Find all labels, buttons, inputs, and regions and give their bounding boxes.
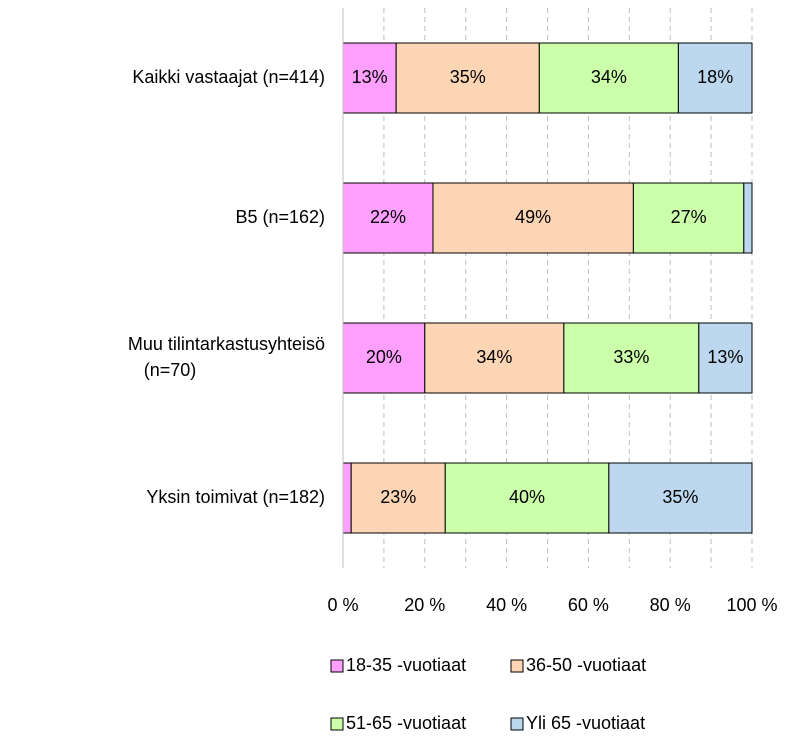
data-label: 40% <box>509 487 545 507</box>
x-tick-label: 100 % <box>726 595 777 615</box>
x-tick-label: 40 % <box>486 595 527 615</box>
category-label: B5 (n=162) <box>235 207 325 227</box>
bar-segment <box>698 322 753 394</box>
bar-segment <box>563 322 700 394</box>
bar-segment <box>342 462 352 534</box>
data-label: 49% <box>515 207 551 227</box>
legend-swatch <box>330 659 344 673</box>
data-label: 20% <box>366 347 402 367</box>
category-label: Kaikki vastaajat (n=414) <box>132 67 325 87</box>
bar-segment <box>342 182 434 254</box>
category-label: Muu tilintarkastusyhteisö (n=70) <box>128 334 325 380</box>
data-label: 22% <box>370 207 406 227</box>
legend-swatch <box>510 659 524 673</box>
data-label: 34% <box>476 347 512 367</box>
legend-label: 51-65 -vuotiaat <box>346 713 466 733</box>
bar-segment <box>677 42 753 114</box>
data-label: 35% <box>450 67 486 87</box>
data-label: 13% <box>352 67 388 87</box>
legend-label: 18-35 -vuotiaat <box>346 655 466 675</box>
x-tick-label: 20 % <box>404 595 445 615</box>
bar-segment <box>342 322 426 394</box>
legend-swatch <box>330 717 344 731</box>
bar-segment <box>538 42 679 114</box>
bar-segment <box>395 42 540 114</box>
legend-swatch <box>510 717 524 731</box>
data-label: 23% <box>380 487 416 507</box>
x-tick-label: 0 % <box>327 595 358 615</box>
data-label: 34% <box>591 67 627 87</box>
data-label: 35% <box>662 487 698 507</box>
data-label: 18% <box>697 67 733 87</box>
data-label: 33% <box>613 347 649 367</box>
bar-segment <box>743 182 753 254</box>
x-tick-label: 80 % <box>650 595 691 615</box>
bar-segment <box>432 182 634 254</box>
category-label: Yksin toimivat (n=182) <box>146 487 325 507</box>
legend-label: Yli 65 -vuotiaat <box>526 713 645 733</box>
data-label: 13% <box>707 347 743 367</box>
bar-segment <box>632 182 745 254</box>
bar-segment <box>608 462 753 534</box>
bar-segment <box>350 462 446 534</box>
x-tick-label: 60 % <box>568 595 609 615</box>
data-label: 27% <box>671 207 707 227</box>
bar-segment <box>444 462 610 534</box>
legend-label: 36-50 -vuotiaat <box>526 655 646 675</box>
